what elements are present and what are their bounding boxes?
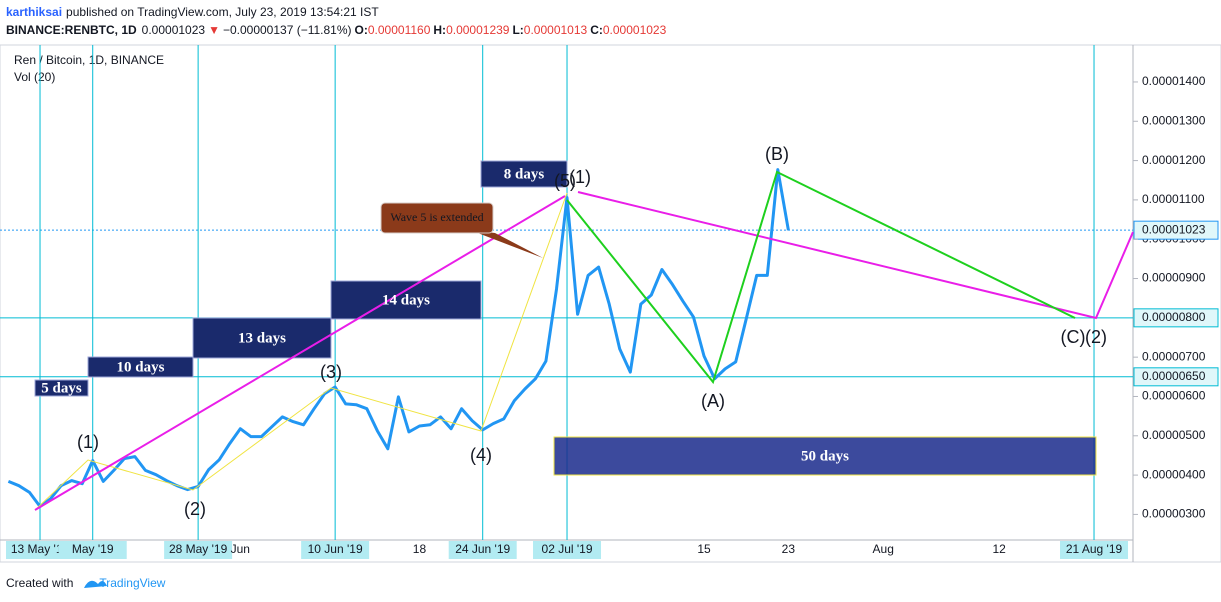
y-tick-label: 0.00001100 — [1142, 192, 1205, 206]
wave-label: (A) — [701, 391, 725, 411]
header-line-2: BINANCE:RENBTC, 1D 0.00001023 ▼ −0.00000137… — [6, 23, 667, 37]
symbol: BINANCE:RENBTC, 1D — [6, 23, 137, 37]
wave-label: (2) — [1085, 327, 1107, 347]
legend-subtitle: Vol (20) — [14, 70, 55, 84]
o-label: O: — [355, 23, 368, 37]
y-tick-label: 0.00000600 — [1142, 389, 1206, 403]
change: −0.00000137 (−11.81%) — [223, 23, 352, 37]
drawings — [34, 170, 1134, 511]
published: published on TradingView.com, July 23, 2… — [66, 5, 379, 19]
x-label-box — [1060, 541, 1129, 559]
created: Created with — [6, 576, 73, 590]
footer: Created with TradingView — [6, 576, 166, 590]
callout-pointer — [470, 230, 543, 258]
x-label-box — [6, 541, 75, 559]
level-label: 0.00000800 — [1142, 310, 1206, 324]
x-tick-label: 12 — [992, 542, 1006, 556]
x-tick-label: Jun — [231, 542, 250, 556]
wave-label: (1) — [569, 167, 591, 187]
level-label-box — [1133, 220, 1219, 240]
front-layer: 0.00000300 0.00000400 0.00000500 0.00000600… — [6, 74, 1219, 559]
duration-label: 10 days — [117, 359, 165, 375]
x-label-box — [58, 541, 127, 559]
x-tick-label: 13 May '19 — [11, 542, 70, 556]
logo — [84, 580, 107, 588]
wave-label: (1) — [77, 432, 99, 452]
duration-box — [553, 436, 1097, 476]
x-label-box — [533, 541, 602, 559]
wave-label: (C) — [1061, 327, 1086, 347]
y-tick-label: 0.00000500 — [1142, 428, 1206, 442]
brand: TradingView — [99, 576, 165, 590]
x-label-box — [301, 541, 370, 559]
y-tick-label: 0.00001400 — [1142, 74, 1206, 88]
duration-box — [192, 317, 332, 359]
level-label-box — [1133, 367, 1219, 387]
green-line — [566, 170, 1076, 385]
y-tick-label: 0.00000900 — [1142, 271, 1206, 285]
y-tick-label: 0.00001200 — [1142, 153, 1206, 167]
x-tick-label: 15 — [697, 542, 711, 556]
c-label: C: — [590, 23, 603, 37]
wave-label: (2) — [184, 499, 206, 519]
author: karthiksai — [6, 5, 62, 19]
duration-label: 13 days — [238, 330, 286, 346]
x-tick-label: 23 — [782, 542, 796, 556]
wave-trend — [34, 192, 568, 511]
back-layer — [0, 45, 1133, 540]
x-tick-label: 24 Jun '19 — [455, 542, 510, 556]
close: 0.00001023 — [603, 23, 667, 37]
duration-box — [480, 160, 568, 188]
level-label: 0.00000650 — [1142, 369, 1206, 383]
duration-box — [34, 379, 89, 397]
x-label-box — [164, 541, 233, 559]
x-label-box — [448, 541, 517, 559]
price-line — [7, 168, 790, 508]
wave-label: (3) — [320, 362, 342, 382]
x-tick-label: 28 May '19 — [169, 542, 228, 556]
x-tick-label: 18 — [413, 542, 427, 556]
wave-label: (B) — [765, 144, 789, 164]
h-label: H: — [433, 23, 446, 37]
x-tick-label: 10 Jun '19 — [308, 542, 363, 556]
magenta-line — [34, 195, 566, 511]
chart-frame — [0, 44, 1221, 563]
magenta-line — [577, 191, 1134, 320]
x-tick-label: May '19 — [72, 542, 114, 556]
header-line-1: karthiksai published on TradingView.com, … — [6, 5, 379, 19]
arrow: ▼ — [208, 23, 220, 37]
duration-label: 8 days — [504, 166, 545, 182]
y-tick-label: 0.00000300 — [1142, 507, 1206, 521]
x-tick-label: 02 Jul '19 — [542, 542, 593, 556]
y-tick-label: 0.00001300 — [1142, 113, 1206, 127]
l-label: L: — [512, 23, 523, 37]
duration-box — [330, 280, 482, 320]
level-label: 0.00001023 — [1142, 222, 1206, 236]
open: 0.00001160 — [368, 23, 431, 37]
duration-box — [87, 356, 194, 378]
wave-label: (4) — [470, 445, 492, 465]
high: 0.00001239 — [446, 23, 510, 37]
x-tick-label: Aug — [873, 542, 894, 556]
callout-box — [380, 202, 494, 234]
x-tick-label: 21 Aug '19 — [1066, 542, 1123, 556]
wave-label: (5) — [554, 171, 576, 191]
duration-label: 50 days — [801, 448, 849, 464]
duration-label: 5 days — [41, 380, 82, 396]
callout-text: Wave 5 is extended — [390, 210, 483, 224]
y-tick-label: 0.00000700 — [1142, 349, 1206, 363]
last: 0.00001023 — [142, 23, 206, 37]
low: 0.00001013 — [524, 23, 588, 37]
legend-series: Ren / Bitcoin, 1D, BINANCE — [14, 53, 164, 67]
level-label-box — [1133, 308, 1219, 328]
duration-label: 14 days — [382, 292, 430, 308]
y-tick-label: 0.00000400 — [1142, 467, 1206, 481]
